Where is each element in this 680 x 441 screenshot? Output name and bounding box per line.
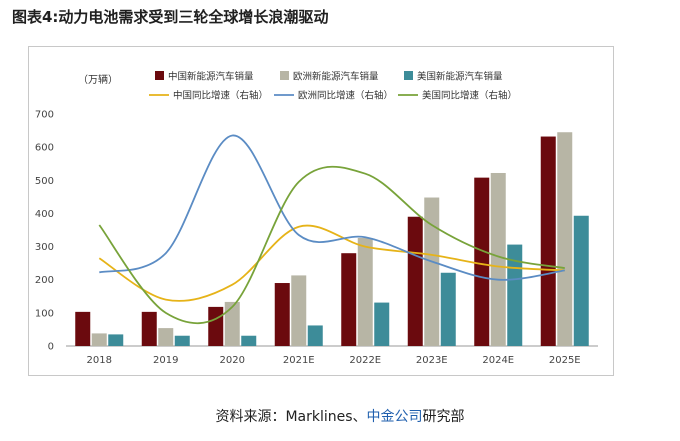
x-tick-label: 2018 [87, 355, 112, 366]
y-tick-label: 0 [48, 342, 54, 353]
bar [407, 216, 423, 346]
x-tick-label: 2024E [482, 355, 514, 366]
y-tick-label: 300 [35, 242, 54, 253]
bar [557, 132, 573, 346]
bar [91, 333, 107, 346]
source-link[interactable]: 中金公司 [366, 409, 423, 425]
y-tick-label: 400 [35, 209, 54, 220]
bar [174, 335, 190, 346]
x-tick-label: 2021E [283, 355, 315, 366]
bar [490, 172, 506, 346]
source-suffix: 研究部 [422, 409, 465, 425]
bar [208, 306, 224, 346]
bar [440, 272, 456, 346]
bar [108, 334, 124, 346]
legend-label: 中国新能源汽车销量 [168, 71, 254, 83]
series-line [98, 224, 565, 302]
x-tick-label: 2023E [416, 355, 448, 366]
y-tick-label: 700 [35, 110, 54, 121]
legend-label: 欧洲新能源汽车销量 [293, 71, 379, 83]
legend-label: 欧洲同比增速（右轴） [298, 90, 393, 102]
legend-swatch [155, 71, 164, 80]
y-tick-label: 600 [35, 143, 54, 154]
legend-swatch [404, 71, 413, 80]
bar [291, 275, 307, 346]
series-line [98, 165, 565, 325]
bar [274, 283, 290, 346]
y-tick-label: 500 [35, 176, 54, 187]
legend-swatch [280, 71, 289, 80]
bar [241, 335, 257, 346]
bar [341, 253, 357, 346]
y-unit-label: （万辆） [78, 73, 118, 86]
x-tick-label: 2022E [349, 355, 381, 366]
y-tick-label: 100 [35, 308, 54, 319]
bar [307, 325, 323, 346]
figure-title: 图表4:动力电池需求受到三轮全球增长浪潮驱动 [12, 8, 329, 26]
bars [75, 132, 589, 346]
bar [158, 328, 174, 346]
y-tick-label: 200 [35, 275, 54, 286]
x-tick-label: 2019 [153, 355, 178, 366]
legend-label: 美国同比增速（右轴） [422, 90, 517, 102]
bar [75, 311, 91, 346]
legend-label: 美国新能源汽车销量 [417, 71, 503, 83]
bar [357, 237, 373, 346]
series-line [99, 134, 565, 281]
bar [224, 301, 240, 346]
legend-label: 中国同比增速（右轴） [173, 90, 268, 102]
bar [474, 177, 490, 346]
x-tick-label: 2020 [220, 355, 245, 366]
bar [507, 244, 523, 346]
bar [540, 136, 556, 346]
bar [573, 215, 589, 346]
source-prefix: 资料来源：Marklines、 [215, 409, 367, 425]
source-note: 资料来源：Marklines、中金公司研究部 [0, 406, 680, 426]
bar [374, 302, 390, 346]
lines [98, 134, 565, 325]
bar [141, 311, 157, 346]
bar [424, 197, 440, 346]
x-tick-label: 2025E [549, 355, 581, 366]
